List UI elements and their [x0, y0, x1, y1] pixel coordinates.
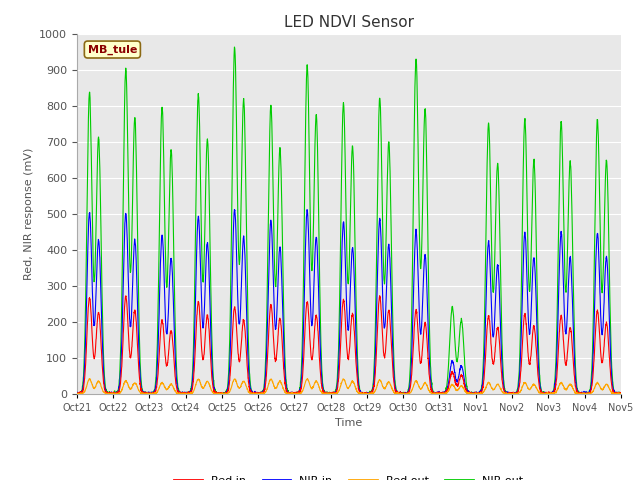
Y-axis label: Red, NIR response (mV): Red, NIR response (mV) — [24, 147, 33, 280]
Legend: Red in, NIR in, Red out, NIR out: Red in, NIR in, Red out, NIR out — [170, 471, 528, 480]
Title: LED NDVI Sensor: LED NDVI Sensor — [284, 15, 414, 30]
Text: MB_tule: MB_tule — [88, 44, 137, 55]
X-axis label: Time: Time — [335, 418, 362, 428]
